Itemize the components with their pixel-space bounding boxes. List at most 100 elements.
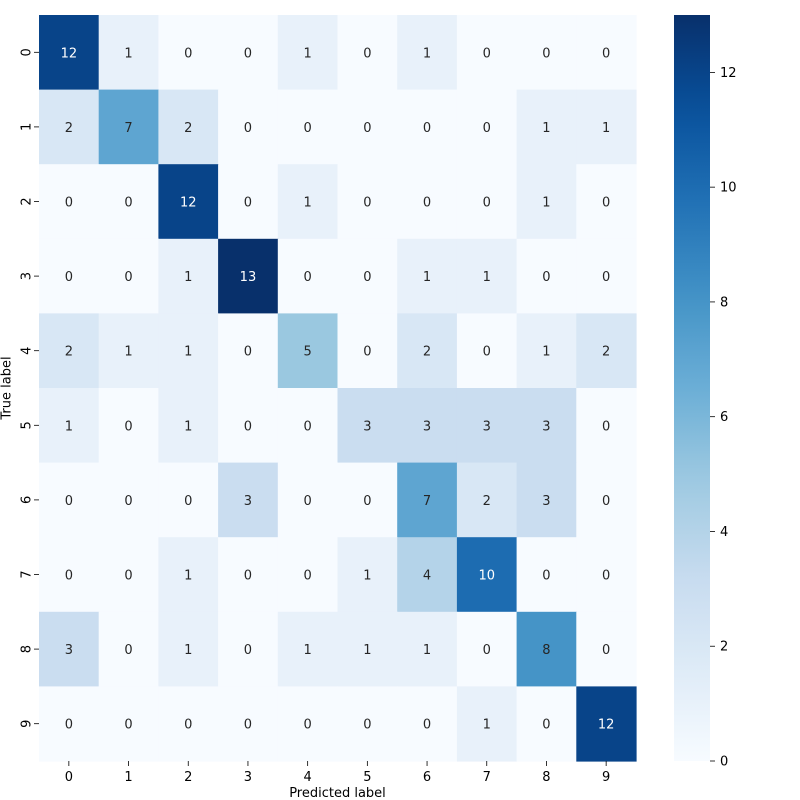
cell-value-label: 0 [244, 643, 252, 658]
cell-value-label: 1 [483, 270, 491, 285]
cell-value-label: 0 [483, 345, 491, 360]
cell-value-label: 0 [244, 46, 252, 61]
heatmap-cell [516, 313, 577, 389]
heatmap-cell [218, 164, 279, 240]
y-tick-label: 2 [20, 197, 35, 205]
heatmap-cell [397, 611, 458, 687]
cell-value-label: 0 [602, 643, 610, 658]
heatmap-cell [576, 313, 637, 389]
x-tick-label: 7 [483, 770, 491, 785]
cell-value-label: 2 [602, 345, 610, 360]
heatmap-cell [337, 686, 398, 762]
heatmap-cell [39, 388, 100, 464]
heatmap-cell [39, 313, 100, 389]
cell-value-label: 0 [65, 494, 73, 509]
heatmap-cell [397, 238, 458, 314]
heatmap-cells: 12 1 0 0 1 0 1 0 0 02 7 2 0 0 0 0 0 1 10 0 12 0 1 0 0 0 1 00 0 1 13 0 0 1… [39, 15, 637, 762]
heatmap-cell [337, 611, 398, 687]
cell-value-label: 0 [483, 643, 491, 658]
cell-value-label: 0 [363, 494, 371, 509]
cell-value-label: 1 [304, 643, 312, 658]
cell-value-label: 2 [423, 345, 431, 360]
cell-value-label: 1 [542, 345, 550, 360]
cell-value-label: 0 [184, 494, 192, 509]
heatmap-cell [98, 164, 159, 240]
heatmap-cell [158, 388, 219, 464]
heatmap-cell [39, 15, 100, 91]
cell-value-label: 1 [363, 643, 371, 658]
heatmap-cell [158, 15, 219, 91]
colorbar-tick-label: 12 [720, 66, 737, 81]
cell-value-label: 0 [244, 718, 252, 733]
y-tick-label: 5 [20, 421, 35, 429]
cell-value-label: 0 [304, 718, 312, 733]
heatmap-cell [516, 611, 577, 687]
x-tick-label: 8 [542, 770, 550, 785]
cell-value-label: 0 [363, 121, 371, 136]
cell-value-label: 3 [244, 494, 252, 509]
y-axis-ticks: 0 1 2 3 4 5 6 7 8 9 [20, 48, 39, 728]
heatmap-cell [218, 462, 279, 538]
heatmap-cell [456, 686, 518, 762]
heatmap-cell [158, 313, 219, 389]
heatmap-cell [576, 537, 637, 613]
cell-value-label: 12 [180, 196, 197, 211]
cell-value-label: 8 [542, 643, 550, 658]
heatmap-cell [218, 686, 279, 762]
heatmap-cell [337, 388, 398, 464]
heatmap-cell [397, 164, 458, 240]
cell-value-label: 10 [478, 569, 495, 584]
cell-value-label: 3 [483, 419, 491, 434]
heatmap-cell [277, 164, 339, 240]
heatmap-cell [218, 89, 279, 165]
heatmap-cell [158, 462, 219, 538]
cell-value-label: 1 [124, 46, 132, 61]
heatmap-cell [397, 686, 458, 762]
cell-value-label: 1 [184, 419, 192, 434]
heatmap-cell [277, 388, 339, 464]
heatmap-cell [218, 388, 279, 464]
cell-value-label: 3 [542, 494, 550, 509]
heatmap-cell [576, 388, 637, 464]
heatmap-cell [337, 89, 398, 165]
heatmap-cell [516, 15, 577, 91]
cell-value-label: 0 [124, 419, 132, 434]
heatmap-cell [98, 238, 159, 314]
heatmap-cell [39, 537, 100, 613]
cell-value-label: 0 [124, 494, 132, 509]
cell-value-label: 0 [244, 345, 252, 360]
cell-value-label: 0 [363, 718, 371, 733]
heatmap-cell [456, 313, 518, 389]
heatmap-cell [277, 238, 339, 314]
heatmap-cell [516, 388, 577, 464]
heatmap-cell [218, 313, 279, 389]
x-tick-label: 5 [363, 770, 371, 785]
heatmap-cell [98, 462, 159, 538]
heatmap-cell [277, 611, 339, 687]
y-tick-label: 3 [20, 272, 35, 280]
heatmap-cell [576, 686, 637, 762]
y-tick-label: 1 [20, 123, 35, 131]
heatmap-cell [456, 89, 518, 165]
heatmap-cell [516, 164, 577, 240]
cell-value-label: 0 [65, 569, 73, 584]
colorbar-tick-label: 10 [720, 181, 737, 196]
heatmap-cell [337, 238, 398, 314]
cell-value-label: 0 [304, 569, 312, 584]
cell-value-label: 0 [65, 196, 73, 211]
cell-value-label: 0 [542, 569, 550, 584]
cell-value-label: 0 [602, 569, 610, 584]
heatmap-cell [456, 388, 518, 464]
x-tick-label: 0 [65, 770, 73, 785]
heatmap-cell [158, 238, 219, 314]
y-tick-label: 6 [20, 496, 35, 504]
cell-value-label: 0 [423, 718, 431, 733]
heatmap-cell [98, 89, 159, 165]
heatmap-cell [397, 313, 458, 389]
cell-value-label: 2 [65, 121, 73, 136]
heatmap-cell [277, 537, 339, 613]
cell-value-label: 1 [542, 121, 550, 136]
heatmap-cell [456, 611, 518, 687]
heatmap-cell [98, 388, 159, 464]
heatmap-cell [98, 15, 159, 91]
